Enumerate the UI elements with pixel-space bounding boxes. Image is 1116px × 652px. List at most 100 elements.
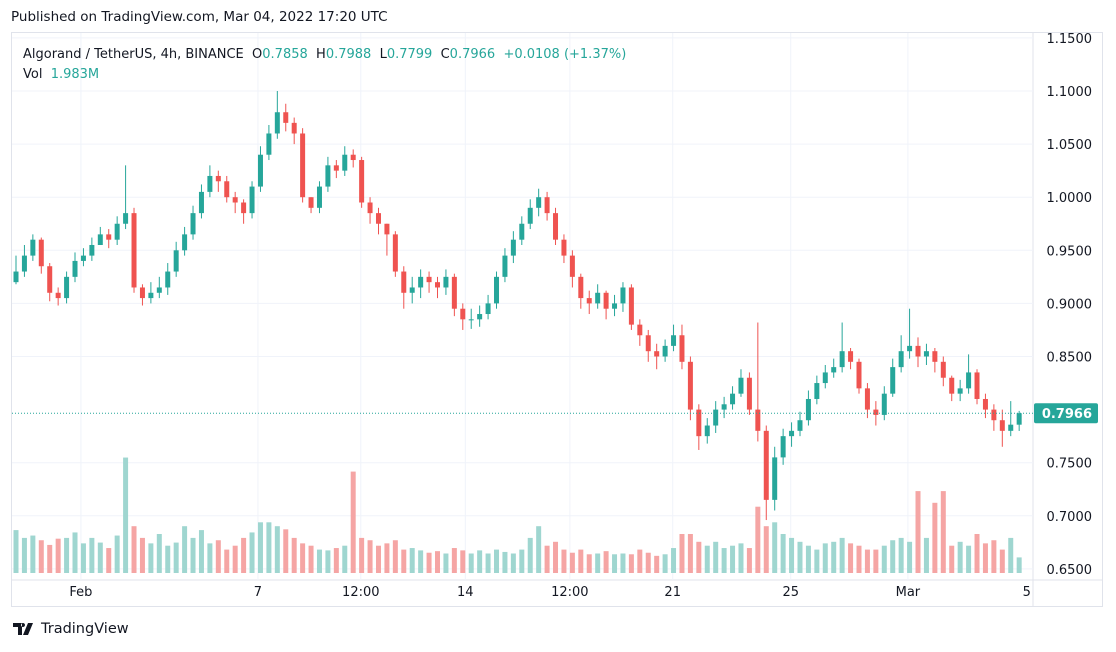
candle-body — [763, 430, 769, 500]
y-tick-label: 1.0500 — [1047, 138, 1093, 153]
volume-bar — [527, 537, 533, 573]
volume-bar — [603, 551, 609, 573]
chart-frame — [11, 32, 1103, 607]
candle-body — [881, 393, 887, 415]
volume-bar — [662, 554, 668, 573]
y-tick-label: 0.6500 — [1047, 563, 1093, 578]
ohlc-row: Algorand / TetherUS, 4h, BINANCE O0.7858… — [23, 45, 626, 65]
candle-body — [215, 175, 221, 182]
volume-bar — [308, 545, 314, 573]
candle-body — [97, 234, 103, 245]
candle-body — [384, 223, 390, 235]
brand-name: TradingView — [41, 621, 129, 637]
candle-body — [746, 377, 752, 410]
y-tick-label: 0.9000 — [1047, 297, 1093, 312]
candle-body — [789, 430, 795, 437]
candle-body — [283, 112, 289, 123]
candle-body — [114, 223, 120, 240]
volume-bar — [974, 534, 980, 573]
volume-bar — [232, 545, 238, 573]
candle-body — [224, 181, 230, 198]
y-tick-label: 0.8500 — [1047, 351, 1093, 366]
candle-body — [527, 207, 533, 224]
y-tick-label: 0.9500 — [1047, 244, 1093, 259]
open-value: 0.7858 — [262, 47, 308, 62]
candle-body — [190, 213, 196, 235]
candle-body — [207, 175, 213, 192]
volume-bar — [55, 538, 61, 573]
candle-body — [704, 425, 710, 437]
candle-body — [165, 271, 171, 288]
candle-body — [55, 292, 61, 299]
volume-bar — [814, 549, 820, 573]
candle-body — [864, 388, 870, 410]
volume-bar — [696, 541, 702, 573]
candle-body — [308, 197, 314, 208]
volume-bar — [502, 551, 508, 573]
volume-bar — [384, 543, 390, 573]
volume-bar — [805, 545, 811, 573]
candle-body — [696, 409, 702, 437]
volume-bar — [325, 550, 331, 573]
volume-bar — [671, 548, 677, 573]
candle-body — [569, 255, 575, 277]
candle-body — [510, 239, 516, 256]
candle-body — [64, 276, 70, 299]
candle-body — [106, 234, 112, 240]
volume-bar — [359, 537, 365, 573]
x-tick-label: Feb — [69, 585, 92, 600]
volume-bar — [755, 506, 761, 573]
volume-bar — [418, 550, 424, 573]
volume-bar — [1008, 537, 1014, 573]
candle-body — [13, 271, 19, 283]
candle-body — [578, 276, 584, 299]
volume-bar — [392, 540, 398, 573]
candle-body — [797, 420, 803, 431]
candle-body — [805, 398, 811, 421]
candle-body — [612, 303, 618, 309]
candle-body — [949, 377, 955, 394]
volume-bar — [114, 535, 120, 573]
volume-bar — [687, 534, 693, 573]
volume-bar — [553, 541, 559, 573]
candle-body — [974, 372, 980, 399]
volume-bar — [274, 526, 280, 573]
symbol-title[interactable]: Algorand / TetherUS, 4h, BINANCE — [23, 47, 244, 62]
x-tick-label: 12:00 — [342, 585, 379, 600]
candle-body — [72, 260, 78, 277]
volume-bar — [932, 502, 938, 573]
candle-body — [367, 202, 373, 214]
candle-body — [991, 409, 997, 421]
candle-body — [915, 345, 921, 357]
volume-bar — [283, 529, 289, 573]
volume-bar — [940, 491, 946, 573]
x-tick-label: 25 — [782, 585, 799, 600]
volume-bar — [257, 522, 263, 573]
published-caption: Published on TradingView.com, Mar 04, 20… — [11, 9, 388, 25]
volume-bar — [333, 548, 339, 573]
x-tick-label: 21 — [664, 585, 681, 600]
candle-body — [957, 388, 963, 394]
volume-bar — [915, 491, 921, 573]
volume-bar — [485, 553, 491, 573]
candle-body — [502, 255, 508, 277]
volume-bar — [249, 532, 255, 573]
tradingview-logo[interactable]: TradingView — [13, 621, 129, 637]
volume-bar — [401, 549, 407, 573]
candle-body — [839, 351, 845, 368]
volume-bar — [797, 541, 803, 573]
candle-body — [687, 361, 693, 410]
volume-bar — [375, 545, 381, 573]
candle-body — [494, 276, 500, 304]
y-tick-label: 0.7000 — [1047, 510, 1093, 525]
volume-bar — [38, 540, 44, 573]
volume-bar — [881, 545, 887, 573]
candle-body — [249, 186, 255, 214]
volume-bar — [923, 537, 929, 573]
candle-body — [999, 420, 1005, 431]
volume-bar — [856, 545, 862, 573]
candle-body — [316, 186, 322, 208]
change-value: +0.0108 (+1.37%) — [503, 47, 627, 62]
volume-bar — [586, 554, 592, 573]
